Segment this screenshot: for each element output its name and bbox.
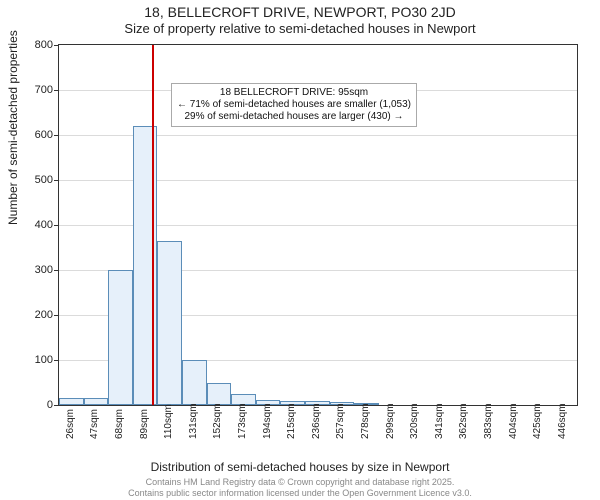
histogram-bar <box>133 126 158 405</box>
histogram-bar <box>157 241 182 405</box>
xtick-label: 425sqm <box>532 403 543 439</box>
ytick-label: 700 <box>35 84 53 96</box>
xtick-label: 194sqm <box>262 403 273 439</box>
ytick-mark <box>54 180 59 181</box>
ytick-label: 800 <box>35 39 53 51</box>
xtick-label: 404sqm <box>508 403 519 439</box>
ytick-mark <box>54 90 59 91</box>
xtick-label: 215sqm <box>286 403 297 439</box>
attribution-footer: Contains HM Land Registry data © Crown c… <box>0 477 600 498</box>
callout-line2: ← 71% of semi-detached houses are smalle… <box>177 99 411 111</box>
xtick-label: 257sqm <box>335 403 346 439</box>
y-axis-label: Number of semi-detached properties <box>6 30 20 225</box>
histogram-bar <box>108 270 133 405</box>
histogram-bar <box>59 398 84 405</box>
xtick-label: 110sqm <box>163 404 174 439</box>
ytick-mark <box>54 270 59 271</box>
footer-line1: Contains HM Land Registry data © Crown c… <box>0 477 600 487</box>
xtick-label: 89sqm <box>139 409 150 439</box>
xtick-label: 278sqm <box>360 403 371 439</box>
ytick-label: 600 <box>35 129 53 141</box>
ytick-label: 0 <box>47 399 53 411</box>
callout-box: 18 BELLECROFT DRIVE: 95sqm← 71% of semi-… <box>171 83 417 127</box>
xtick-label: 173sqm <box>237 403 248 439</box>
ytick-mark <box>54 45 59 46</box>
footer-line2: Contains public sector information licen… <box>0 488 600 498</box>
ytick-mark <box>54 225 59 226</box>
xtick-label: 68sqm <box>114 409 125 439</box>
plot-area: 010020030040050060070080018 BELLECROFT D… <box>58 44 578 406</box>
xtick-label: 299sqm <box>385 403 396 439</box>
ytick-mark <box>54 405 59 406</box>
chart-title-main: 18, BELLECROFT DRIVE, NEWPORT, PO30 2JD <box>0 0 600 21</box>
histogram-bar <box>182 360 207 405</box>
xtick-label: 383sqm <box>483 403 494 439</box>
chart-title-sub: Size of property relative to semi-detach… <box>0 21 600 38</box>
ytick-label: 200 <box>35 309 53 321</box>
property-marker-line <box>152 45 154 405</box>
xtick-label: 47sqm <box>89 409 100 439</box>
chart-container: 18, BELLECROFT DRIVE, NEWPORT, PO30 2JD … <box>0 0 600 500</box>
x-axis-label: Distribution of semi-detached houses by … <box>0 460 600 474</box>
xtick-label: 341sqm <box>434 403 445 439</box>
ytick-mark <box>54 135 59 136</box>
callout-line3: 29% of semi-detached houses are larger (… <box>177 111 411 123</box>
ytick-mark <box>54 360 59 361</box>
xtick-label: 320sqm <box>409 403 420 439</box>
histogram-bar <box>84 398 109 405</box>
xtick-label: 236sqm <box>311 403 322 439</box>
ytick-mark <box>54 315 59 316</box>
callout-line1: 18 BELLECROFT DRIVE: 95sqm <box>177 87 411 99</box>
ytick-label: 500 <box>35 174 53 186</box>
ytick-label: 300 <box>35 264 53 276</box>
xtick-label: 446sqm <box>557 403 568 439</box>
xtick-label: 131sqm <box>188 403 199 439</box>
xtick-label: 152sqm <box>212 403 223 439</box>
ytick-label: 400 <box>35 219 53 231</box>
histogram-bar <box>207 383 232 406</box>
xtick-label: 26sqm <box>65 409 76 439</box>
ytick-label: 100 <box>35 354 53 366</box>
xtick-label: 362sqm <box>458 403 469 439</box>
